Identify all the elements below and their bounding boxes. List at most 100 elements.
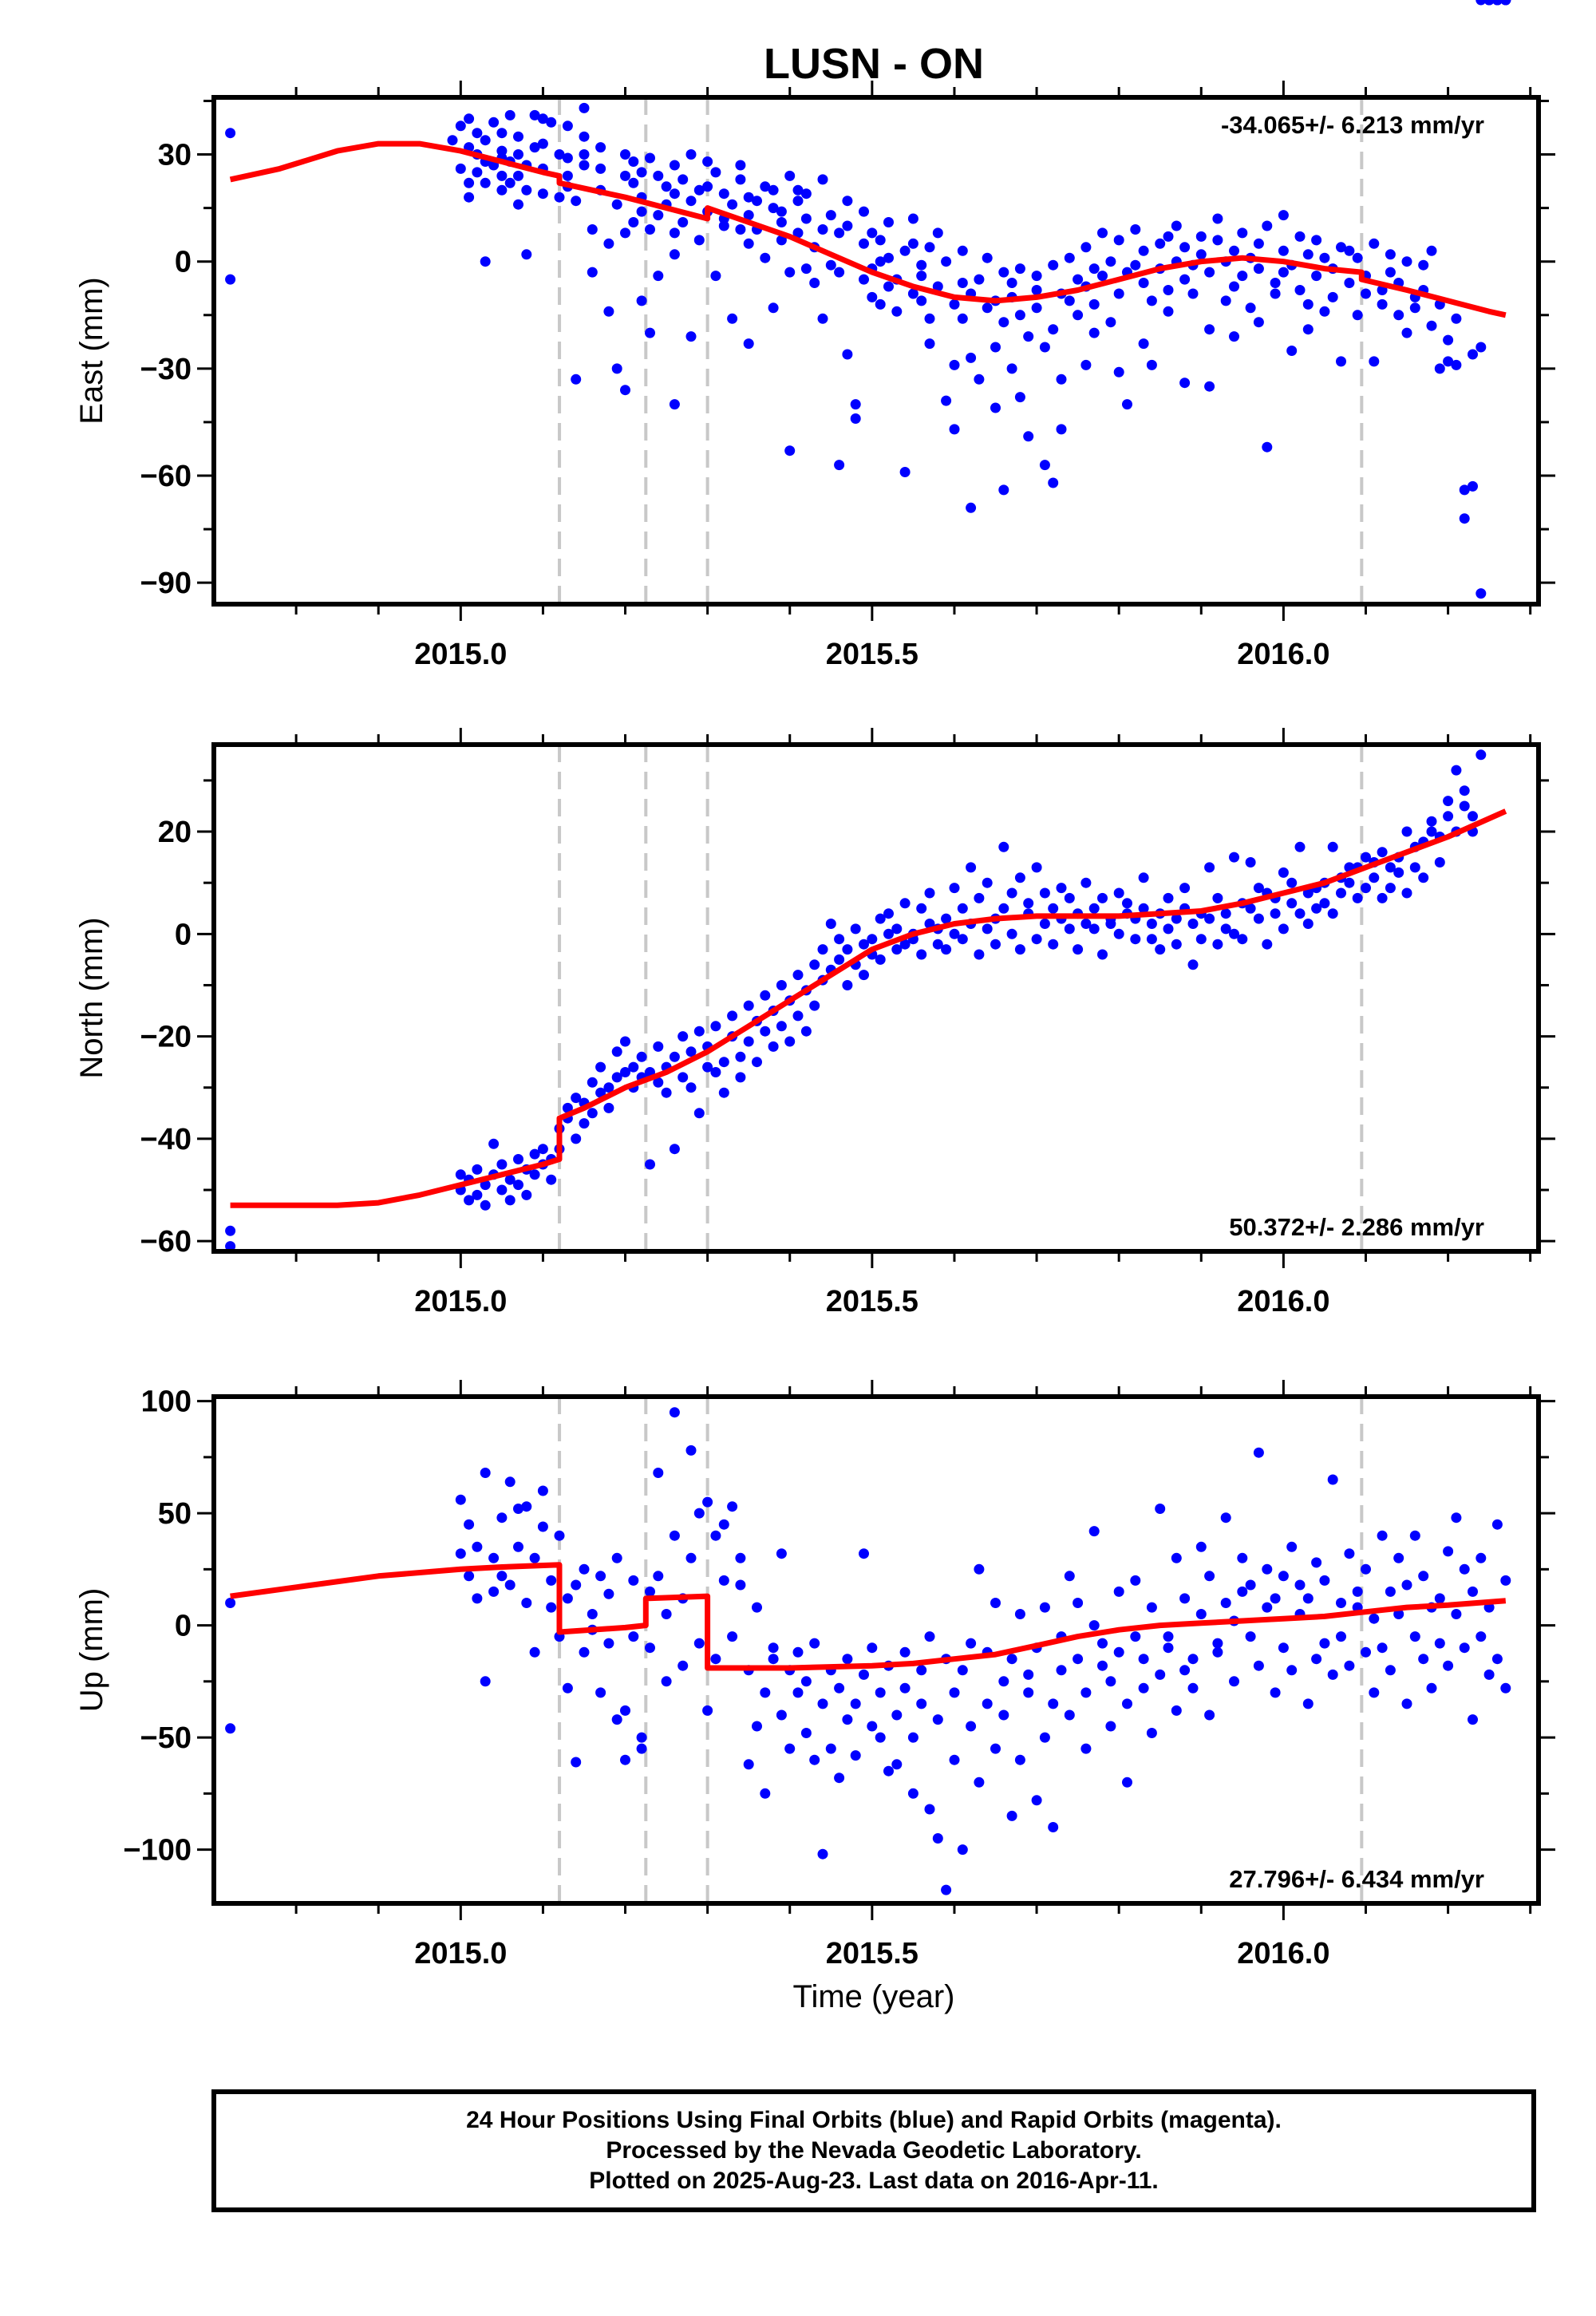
east-data-point [1385, 267, 1396, 278]
east-data-point [1187, 288, 1199, 299]
north-data-point [800, 1026, 812, 1037]
up-data-point [1105, 1676, 1116, 1687]
east-data-point [974, 274, 985, 285]
east-data-point [1088, 327, 1100, 338]
up-data-point [1262, 1602, 1273, 1613]
up-data-point [899, 1682, 911, 1694]
north-x-tick-label: 2016.0 [1237, 1285, 1329, 1318]
north-data-point [488, 1138, 500, 1149]
east-data-point [1113, 288, 1124, 299]
east-data-point [1064, 295, 1075, 306]
north-data-point [1097, 949, 1108, 960]
east-data-point [685, 196, 697, 207]
east-data-point [899, 467, 911, 477]
east-data-point [842, 220, 853, 231]
north-data-point [1302, 919, 1314, 929]
east-data-point [982, 252, 993, 263]
north-data-point [504, 1174, 516, 1185]
east-data-point [998, 317, 1009, 328]
east-x-tick-label: 2016.0 [1237, 638, 1329, 671]
up-data-point [661, 1676, 672, 1687]
up-data-point [809, 1754, 820, 1765]
up-data-point [1023, 1687, 1034, 1698]
east-data-point [957, 245, 968, 256]
up-y-tick-label: −50 [140, 1721, 192, 1755]
north-data-point [891, 944, 903, 955]
north-data-point [1377, 892, 1388, 903]
up-data-point [504, 1476, 516, 1488]
north-data-point [693, 1108, 705, 1119]
east-data-point [867, 291, 878, 302]
up-data-point [1418, 1571, 1429, 1582]
east-data-point [1294, 231, 1306, 242]
east-data-point [966, 352, 977, 363]
north-data-point [1294, 908, 1306, 919]
east-data-point [611, 199, 622, 210]
east-data-point [1155, 238, 1166, 249]
up-data-point [891, 1709, 903, 1721]
north-data-point [924, 919, 935, 929]
east-data-point [1319, 252, 1330, 263]
north-data-point [1245, 903, 1256, 914]
north-data-point [496, 1184, 508, 1196]
up-data-point [809, 1638, 820, 1649]
east-data-point [579, 149, 590, 160]
north-data-point [1286, 898, 1298, 909]
east-data-point [488, 117, 500, 128]
up-data-point [513, 1541, 523, 1552]
up-data-point [225, 1723, 236, 1734]
north-data-point [1031, 934, 1042, 945]
north-data-point [480, 1180, 491, 1191]
east-data-point [480, 177, 491, 188]
north-data-point [620, 1067, 630, 1077]
up-data-point [850, 1698, 861, 1709]
north-data-point [718, 1087, 729, 1098]
north-data-point [1155, 944, 1166, 955]
north-data-point [875, 913, 886, 924]
north-data-point [611, 1072, 622, 1083]
east-data-point [800, 213, 812, 224]
north-data-point [1476, 749, 1487, 761]
up-data-point [1500, 1682, 1511, 1694]
east-data-point [834, 227, 845, 239]
east-data-point [1080, 242, 1092, 253]
up-data-point [776, 1709, 787, 1721]
east-data-point [842, 196, 853, 207]
east-data-point [455, 163, 466, 174]
up-data-point [1088, 1526, 1100, 1537]
north-data-point [1229, 852, 1239, 863]
up-data-point [1336, 1598, 1346, 1608]
up-data-point [1443, 1546, 1454, 1557]
east-data-point [1056, 424, 1067, 435]
up-data-point [537, 1521, 548, 1532]
east-data-point [932, 281, 943, 292]
north-data-point [1105, 919, 1116, 929]
up-data-point [678, 1660, 689, 1671]
east-data-point [916, 259, 927, 271]
east-data-point [1097, 271, 1108, 282]
east-data-point [1426, 320, 1437, 331]
east-data-point [1352, 252, 1363, 263]
east-data-point [1204, 324, 1215, 335]
east-data-point [1311, 271, 1322, 282]
east-data-point [1443, 356, 1454, 367]
north-data-point [1138, 903, 1149, 914]
north-data-point [710, 1067, 721, 1077]
up-data-point [455, 1548, 466, 1559]
north-data-point [825, 919, 836, 929]
up-data-point [1483, 1669, 1495, 1680]
north-data-point [899, 939, 911, 950]
up-data-point [1212, 1646, 1223, 1658]
north-data-point [974, 892, 985, 903]
east-data-point [1031, 302, 1042, 314]
up-data-point [455, 1494, 466, 1505]
east-data-point [636, 167, 647, 178]
north-data-point [1146, 919, 1157, 929]
east-rate-annotation: -34.065+/- 6.213 mm/yr [1221, 111, 1484, 139]
east-data-point [645, 224, 655, 235]
up-data-point [1187, 1654, 1199, 1665]
up-data-point [1179, 1593, 1191, 1604]
east-data-point [743, 238, 754, 249]
up-panel: 2015.0 2015.5 2016.0 100 50 0 −50 −100 Up (mm) 27… [74, 1380, 1555, 1970]
east-data-point [1023, 431, 1034, 442]
